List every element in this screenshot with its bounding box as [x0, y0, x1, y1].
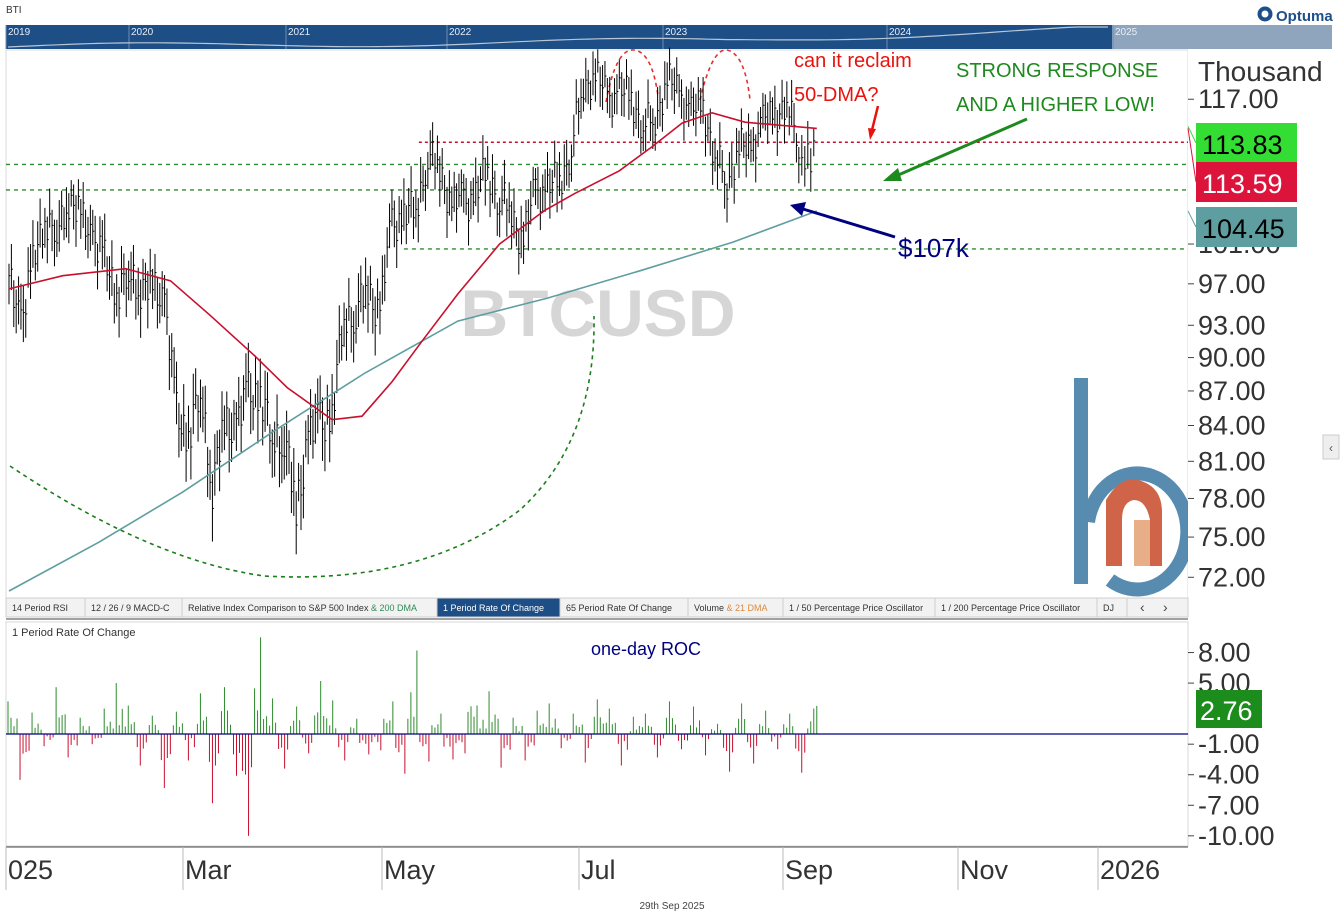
overview-year-label: 2023 [665, 27, 688, 38]
overview-year-label: 2024 [889, 27, 912, 38]
brand-name: Optuma [1276, 8, 1333, 25]
roc-tick-label: -4.00 [1198, 760, 1260, 790]
tab-nav-right[interactable]: › [1163, 599, 1168, 615]
price-tick-label: 75.00 [1198, 522, 1266, 552]
annotation-response: STRONG RESPONSE AND A HIGHER LOW! [883, 60, 1158, 181]
panel-scroll-button[interactable]: ‹ [1322, 434, 1340, 460]
x-tick-label: May [384, 855, 436, 885]
annotation-question-line1: can it reclaim [794, 50, 912, 72]
symbol-code: BTI [6, 5, 22, 16]
question-arrow [870, 105, 880, 131]
chevron-right-icon: › [1163, 599, 1168, 615]
value-badge-pointer [1187, 126, 1197, 144]
value-badge-bg [1196, 207, 1297, 247]
price-tick-label: 97.00 [1198, 269, 1266, 299]
value-badge-pointer [1187, 128, 1197, 183]
question-arrowhead [868, 128, 876, 140]
roc-last-badge: 2.76 [1200, 696, 1253, 726]
roc-tick-label: 8.00 [1198, 638, 1251, 668]
tab-label: 1 Period Rate Of Change [443, 603, 544, 613]
ma-50-line [8, 111, 817, 421]
tab-2[interactable]: 12 / 26 / 9 MACD-C [84, 597, 183, 618]
tab-8[interactable]: 1 / 200 Percentage Price Oscillator [934, 597, 1098, 618]
overview-navigator[interactable]: 2019 2020 2021 2022 2023 2024 2025 [5, 25, 1332, 49]
tab-label: 12 / 26 / 9 MACD-C [91, 603, 170, 613]
double-top-arc-2 [699, 49, 751, 101]
tab-nav-left[interactable]: ‹ [1140, 599, 1145, 615]
watermark-symbol: BTCUSD [461, 276, 736, 350]
brand-logo-watermark [1074, 378, 1195, 597]
tab-label: 1 / 200 Percentage Price Oscillator [941, 603, 1080, 613]
annotation-question: can it reclaim 50-DMA? [794, 50, 912, 140]
x-tick-label: Sep [785, 855, 833, 885]
ma-200-line [8, 210, 818, 592]
overview-year-label: 2025 [1115, 27, 1138, 38]
x-tick-label: Mar [185, 855, 232, 885]
price-tick-label: 84.00 [1198, 410, 1266, 440]
overview-year-label: 2021 [288, 27, 311, 38]
roc-tick-label: -7.00 [1198, 790, 1260, 820]
double-top-arc-1 [605, 49, 659, 103]
tab-label: 14 Period RSI [12, 603, 68, 613]
price-tick-label: 93.00 [1198, 310, 1266, 340]
x-tick-label: Nov [960, 855, 1009, 885]
cup-pattern-arc [9, 315, 595, 578]
x-tick-label: Jul [581, 855, 616, 885]
annotation-response-line1: STRONG RESPONSE [956, 60, 1158, 82]
price-tick-label: 87.00 [1198, 376, 1266, 406]
overview-year-label: 2019 [8, 27, 31, 38]
title-bar [0, 0, 1343, 24]
tab-label: DJ [1103, 603, 1114, 613]
annotation-response-line2: AND A HIGHER LOW! [956, 94, 1155, 116]
tab-label: Relative Index Comparison to S&P 500 Ind… [188, 603, 417, 613]
value-badge: 113.83 [1202, 130, 1283, 160]
tab-7[interactable]: 1 / 50 Percentage Price Oscillator [782, 597, 936, 618]
value-badge: 113.59 [1202, 169, 1283, 199]
response-arrowhead [883, 168, 902, 181]
x-tick-label: 2026 [1100, 855, 1160, 885]
roc-tick-label: -1.00 [1198, 729, 1260, 759]
response-arrow [895, 117, 1028, 178]
tab-label: 1 / 50 Percentage Price Oscillator [789, 603, 923, 613]
tab-9[interactable]: DJ [1096, 597, 1128, 618]
roc-tick-label: -10.00 [1198, 821, 1275, 851]
annotation-support: $107k [790, 202, 970, 263]
x-tick-label: 025 [8, 855, 53, 885]
value-badge: 104.45 [1202, 214, 1285, 244]
tab-4[interactable]: 1 Period Rate Of Change [436, 597, 561, 618]
chevron-left-icon: ‹ [1140, 599, 1145, 615]
axis-unit-label: Thousand [1198, 56, 1323, 87]
roc-panel-title: 1 Period Rate Of Change [12, 627, 136, 639]
tab-label: 65 Period Rate Of Change [566, 603, 672, 613]
tab-6[interactable]: Volume & 21 DMA [687, 597, 784, 618]
value-badge-bg [1196, 162, 1297, 202]
roc-bars [7, 637, 818, 836]
annotation-question-line2: 50-DMA? [794, 84, 878, 106]
overview-year-label: 2020 [131, 27, 154, 38]
overview-year-label: 2022 [449, 27, 472, 38]
chevron-left-icon: ‹ [1329, 441, 1333, 455]
annotation-support-label: $107k [898, 233, 970, 263]
value-badge-pointer [1187, 210, 1197, 228]
optuma-logo: Optuma [1257, 6, 1333, 25]
price-tick-label: 78.00 [1198, 483, 1266, 513]
support-arrow [802, 207, 896, 239]
value-badge-bg [1196, 123, 1297, 163]
price-tick-label: 72.00 [1198, 562, 1266, 592]
tab-label: Volume & 21 DMA [694, 603, 768, 613]
tab-1[interactable]: 14 Period RSI [5, 597, 86, 618]
price-tick-label: 81.00 [1198, 446, 1266, 476]
tab-5[interactable]: 65 Period Rate Of Change [559, 597, 689, 618]
roc-annotation: one-day ROC [591, 639, 701, 659]
support-arrowhead [790, 202, 806, 216]
footer-date: 29th Sep 2025 [639, 901, 704, 912]
tab-3[interactable]: Relative Index Comparison to S&P 500 Ind… [181, 597, 438, 618]
price-tick-label: 90.00 [1198, 343, 1266, 373]
roc-last-badge-bg [1196, 690, 1262, 728]
price-tick-label: 117.00 [1198, 84, 1279, 114]
